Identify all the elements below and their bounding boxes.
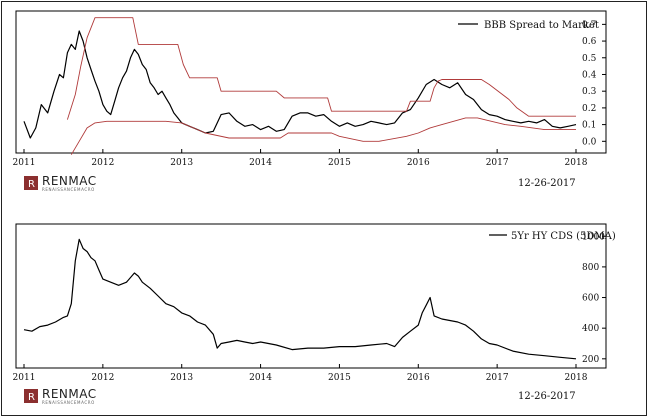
top-date-label: 12-26-2017 <box>518 178 576 189</box>
bottom-y-tick-label: 1000 <box>582 232 605 242</box>
bbb-spread-chart: 2011 2012 2013 2014 2015 2016 2017 2018 0.00.10… <box>13 10 607 192</box>
bottom-y-tick-label: 200 <box>582 355 599 365</box>
top-y-tick-label: 0.7 <box>582 20 597 30</box>
bottom-date-label: 12-26-2017 <box>518 391 576 402</box>
top-y-tick-label: 0.0 <box>582 137 597 147</box>
top-x-tick-label: 2015 <box>328 158 351 168</box>
top-logo: R RENMAC RENAISSANCEMACRO <box>24 174 97 192</box>
bottom-logo-letter: R <box>28 392 35 403</box>
top-plot-frame <box>15 10 607 154</box>
top-y-tick-label: 0.5 <box>582 54 597 64</box>
top-series-upper-band-line <box>66 17 576 120</box>
top-y-tick-label: 0.6 <box>582 37 597 47</box>
top-x-tick-label: 2018 <box>565 158 588 168</box>
top-x-tick-label: 2012 <box>91 158 114 168</box>
top-series-group <box>23 17 577 155</box>
bottom-logo-mark <box>24 389 38 403</box>
top-logo-subtext: RENAISSANCEMACRO <box>42 187 95 192</box>
top-x-tick-label: 2014 <box>249 158 272 168</box>
bottom-logo-text: RENMAC <box>42 387 97 401</box>
top-y-axis: 0.0 0.1 0.2 0.3 0.4 0.5 0.6 0.7 <box>582 20 606 147</box>
bottom-series-main-line <box>23 238 577 360</box>
bottom-y-tick-label: 600 <box>582 294 599 304</box>
top-logo-text: RENMAC <box>42 174 97 188</box>
top-x-tick-label: 2016 <box>407 158 430 168</box>
bottom-logo: R RENMAC RENAISSANCEMACRO <box>24 387 97 405</box>
bottom-y-axis: 200 400 600 800 1000 <box>582 232 606 365</box>
bottom-x-tick-label: 2014 <box>249 373 272 383</box>
top-y-tick-label: 0.1 <box>582 121 596 131</box>
bottom-y-tick-label: 400 <box>582 324 599 334</box>
top-legend: BBB Spread to Market <box>458 20 599 31</box>
bottom-x-tick-label: 2017 <box>486 373 509 383</box>
top-logo-letter: R <box>28 179 35 190</box>
top-x-tick-label: 2013 <box>170 158 193 168</box>
bottom-series-group <box>23 238 577 360</box>
bottom-y-tick-label: 800 <box>582 263 599 273</box>
bottom-x-axis: 2011 2012 2013 2014 2015 2016 2017 2018 <box>13 364 588 383</box>
top-series-main-line <box>23 30 577 139</box>
bottom-x-tick-label: 2013 <box>170 373 193 383</box>
top-logo-mark <box>24 176 38 190</box>
top-series-lower-band-line <box>70 117 576 155</box>
top-y-tick-label: 0.2 <box>582 104 596 114</box>
bottom-x-tick-label: 2015 <box>328 373 351 383</box>
bottom-logo-subtext: RENAISSANCEMACRO <box>42 400 95 405</box>
bottom-x-tick-label: 2011 <box>13 373 36 383</box>
top-y-tick-label: 0.4 <box>582 70 597 80</box>
top-x-tick-label: 2017 <box>486 158 509 168</box>
bottom-legend: 5Yr HY CDS (5DMA) <box>489 231 616 242</box>
bottom-plot-frame <box>15 223 607 369</box>
bottom-x-tick-label: 2012 <box>91 373 114 383</box>
bottom-x-tick-label: 2018 <box>565 373 588 383</box>
hy-cds-chart: 2011 2012 2013 2014 2015 2016 2017 2018 200 400 6… <box>13 223 616 405</box>
top-legend-label: BBB Spread to Market <box>484 20 599 31</box>
bottom-legend-label: 5Yr HY CDS (5DMA) <box>511 231 616 242</box>
top-x-axis: 2011 2012 2013 2014 2015 2016 2017 2018 <box>13 149 588 168</box>
bottom-x-tick-label: 2016 <box>407 373 430 383</box>
top-y-tick-label: 0.3 <box>582 87 597 97</box>
top-x-tick-label: 2011 <box>13 158 36 168</box>
